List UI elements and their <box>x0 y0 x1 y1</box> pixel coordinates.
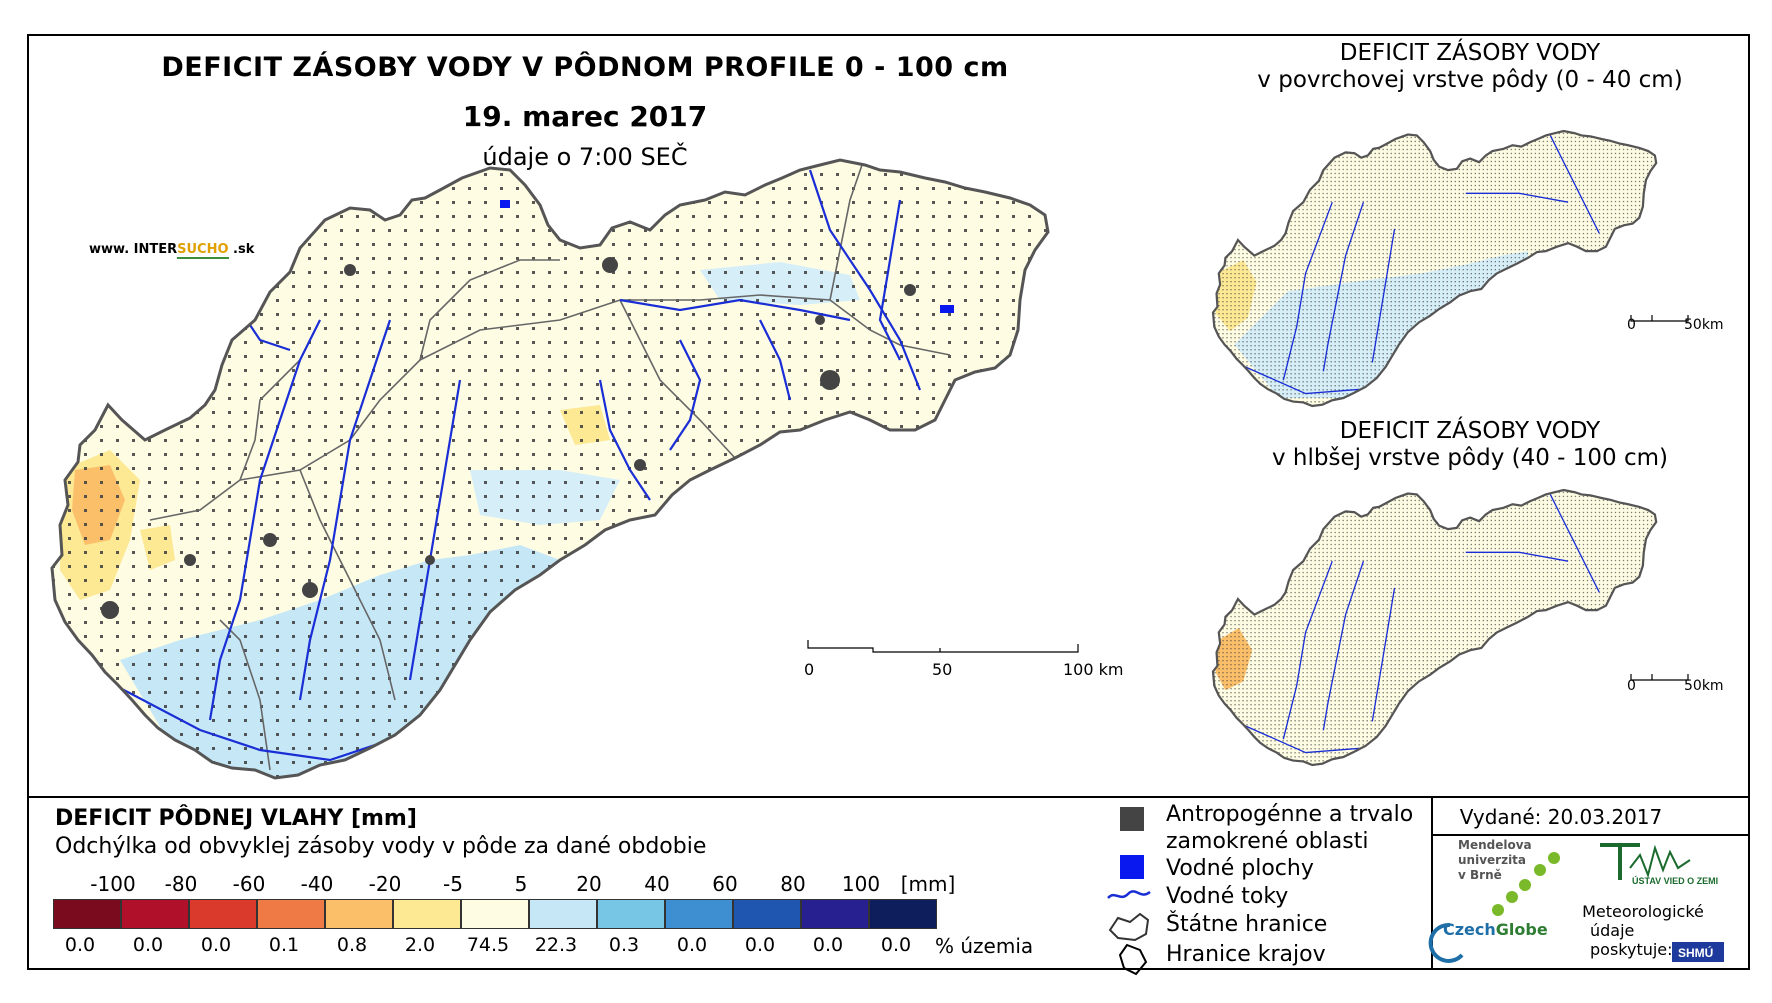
legend-divider <box>29 796 1748 798</box>
legend-break: -20 <box>368 872 402 896</box>
legend-break: 5 <box>514 872 528 896</box>
mendel-logo-text: Mendelova univerzita v Brně <box>1458 838 1538 883</box>
legend-color-swatch <box>869 899 937 929</box>
legend-percent-value: 0.0 <box>676 934 708 956</box>
legend-color-swatch <box>733 899 801 929</box>
mendel-logo-icon <box>1492 852 1560 916</box>
anthropogenic-label-2: zamokrené oblasti <box>1166 829 1369 854</box>
legend-color-swatch <box>461 899 529 929</box>
inset-top-scale-bar <box>1630 315 1689 322</box>
legend-break: -60 <box>232 872 266 896</box>
ustav-vied-logo-icon: ÚSTAV VIED O ZEMI <box>1600 843 1718 886</box>
legend-break: -80 <box>164 872 198 896</box>
legend-color-swatch <box>121 899 189 929</box>
legend-color-swatch <box>597 899 665 929</box>
legend-color-swatch <box>801 899 869 929</box>
inset-top-title-1: DEFICIT ZÁSOBY VODY <box>1339 40 1601 66</box>
meteo-credit: Meteorologické údaje poskytuje: <box>1578 902 1708 959</box>
legend-break: -5 <box>443 872 463 896</box>
water-bodies-label: Vodné plochy <box>1166 856 1314 881</box>
meteo-line2: údaje <box>1590 921 1635 940</box>
website-highlight: SUCHO <box>177 242 229 259</box>
website-prefix: www. INTER <box>89 242 178 257</box>
czechglobe-a: Czech <box>1443 920 1496 939</box>
main-map-time-note: údaje o 7:00 SEČ <box>482 143 688 171</box>
legend-color-swatch <box>257 899 325 929</box>
state-border-label: Štátne hranice <box>1166 912 1328 937</box>
anthropogenic-label-1: Antropogénne a trvalo <box>1166 802 1414 827</box>
legend-percent-value: 0.3 <box>608 934 640 956</box>
rivers-label: Vodné toky <box>1166 884 1289 909</box>
river-swatch <box>1107 890 1151 899</box>
website-suffix: .sk <box>228 242 255 257</box>
legend-percent-value: 0.0 <box>812 934 844 956</box>
legend-color-swatch <box>529 899 597 929</box>
legend-title: DEFICIT PÔDNEJ VLAHY [mm] <box>55 806 417 831</box>
legend-color-swatch <box>53 899 121 929</box>
main-scale-bar <box>807 640 1079 653</box>
legend-subtitle: Odchýlka od obvyklej zásoby vody v pôde … <box>55 834 707 859</box>
main-map <box>50 158 1050 780</box>
legend-percent-value: 74.5 <box>466 934 510 956</box>
czechglobe-logo-icon <box>1428 922 1464 963</box>
main-scale-label-100: 100 km <box>1063 660 1124 679</box>
czechglobe-b: Globe <box>1495 920 1548 939</box>
inset-bottom-title-1: DEFICIT ZÁSOBY VODY <box>1339 418 1601 444</box>
main-scale-label-0: 0 <box>804 660 815 679</box>
legend-break: -40 <box>300 872 334 896</box>
mendel-line3: v Brně <box>1458 868 1502 882</box>
legend-break: -100 <box>90 872 136 896</box>
legend-color-swatch <box>665 899 733 929</box>
inset-top-scale-label-0: 0 <box>1627 317 1636 333</box>
legend-percent-value: 0.0 <box>744 934 776 956</box>
legend-color-swatch <box>393 899 461 929</box>
issued-date: Vydané: 20.03.2017 <box>1459 805 1663 829</box>
water-swatch <box>1120 855 1144 879</box>
website-label: www. INTERSUCHO .sk <box>89 242 255 259</box>
legend-percent-value: 0.0 <box>64 934 96 956</box>
inset-bottom-scale-label-50: 50km <box>1684 678 1724 694</box>
inset-bottom-title-2: v hlbšej vrstve pôdy (40 - 100 cm) <box>1271 445 1669 471</box>
legend-break: 20 <box>576 872 602 896</box>
legend-percent-value: 2.0 <box>404 934 436 956</box>
legend-break: 100 <box>841 872 881 896</box>
legend-break: 60 <box>712 872 738 896</box>
main-scale-label-50: 50 <box>932 660 953 679</box>
legend-color-swatch <box>189 899 257 929</box>
legend-percent-value: 0.0 <box>880 934 912 956</box>
mendel-line1: Mendelova <box>1458 838 1532 852</box>
legend-percent-value: 0.0 <box>200 934 232 956</box>
issued-divider <box>1431 834 1749 836</box>
anthropogenic-swatch <box>1120 807 1144 831</box>
legend-percent-value: 0.0 <box>132 934 164 956</box>
legend-percent-value: 0.8 <box>336 934 368 956</box>
legend-break: 80 <box>780 872 806 896</box>
main-map-title: DEFICIT ZÁSOBY VODY V PÔDNOM PROFILE 0 -… <box>161 52 1009 83</box>
mendel-line2: univerzita <box>1458 853 1527 867</box>
legend-break: 40 <box>644 872 670 896</box>
czechglobe-logo-text: CzechGlobe <box>1443 920 1548 939</box>
svg-text:SHMÚ: SHMÚ <box>1678 945 1713 960</box>
inset-top-map <box>1211 129 1658 408</box>
inset-bottom-map <box>1211 488 1658 767</box>
legend-percent-value: 22.3 <box>534 934 578 956</box>
credits-divider <box>1431 796 1433 970</box>
inset-top-scale-label-50: 50km <box>1684 317 1724 333</box>
state-border-swatch <box>1108 912 1150 942</box>
region-border-label: Hranice krajov <box>1166 942 1326 967</box>
inset-bottom-scale-label-0: 0 <box>1627 678 1636 694</box>
legend-percent-label: % územia <box>935 934 1034 958</box>
inset-top-title-2: v povrchovej vrstve pôdy (0 - 40 cm) <box>1257 67 1683 93</box>
legend-color-swatch <box>325 899 393 929</box>
shmu-logo-icon: SHMÚ <box>1672 942 1724 962</box>
meteo-line1: Meteorologické <box>1582 902 1704 921</box>
main-map-date: 19. marec 2017 <box>462 100 708 133</box>
svg-text:ÚSTAV VIED O ZEMI: ÚSTAV VIED O ZEMI <box>1632 875 1718 886</box>
meteo-line3: poskytuje: <box>1590 940 1673 959</box>
region-border-swatch <box>1118 943 1148 976</box>
legend-percent-value: 0.1 <box>268 934 300 956</box>
legend-unit: [mm] <box>900 872 956 896</box>
inset-bottom-scale-bar <box>1630 674 1689 681</box>
